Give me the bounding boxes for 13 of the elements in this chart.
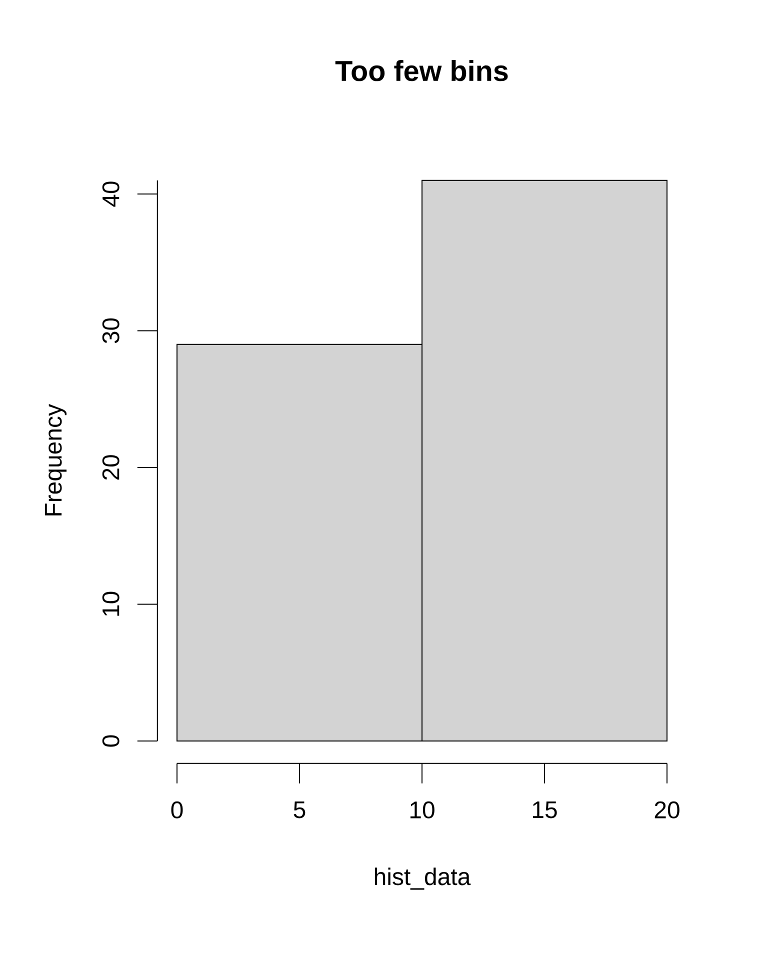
y-tick-label: 0 — [102, 735, 120, 747]
y-tick-label: 10 — [102, 592, 120, 616]
x-axis-title: hist_data — [374, 868, 471, 890]
x-tick-label: 15 — [532, 801, 557, 818]
y-tick-label: 20 — [102, 455, 120, 480]
y-tick-label: 30 — [102, 318, 120, 344]
y-axis-title: Frequency — [45, 404, 67, 516]
x-tick-label: 20 — [654, 801, 680, 818]
chart-title: Too few bins — [335, 60, 508, 82]
x-tick-label: 10 — [410, 801, 434, 818]
y-tick-label: 40 — [102, 182, 120, 207]
x-tick-label: 0 — [171, 801, 183, 818]
x-tick-label: 5 — [294, 801, 306, 818]
